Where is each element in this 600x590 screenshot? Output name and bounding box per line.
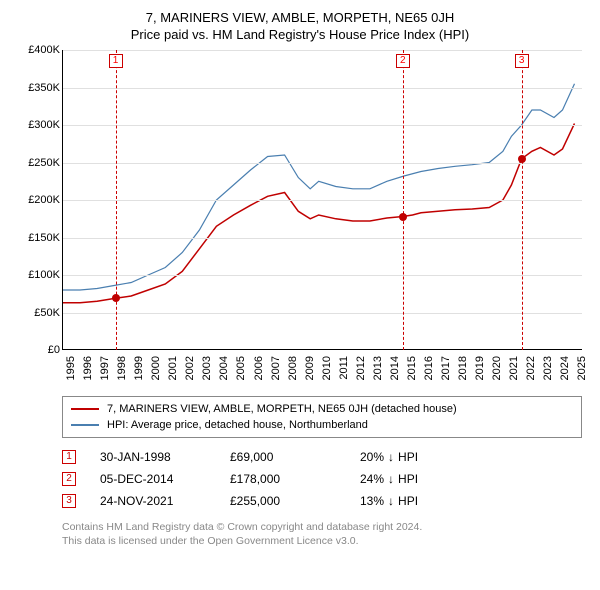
x-tick-label: 2007	[270, 356, 282, 380]
x-tick-label: 2024	[559, 356, 571, 380]
chart-subtitle: Price paid vs. HM Land Registry's House …	[14, 27, 586, 42]
gridline	[63, 238, 582, 239]
x-tick-label: 2025	[576, 356, 588, 380]
legend-item: HPI: Average price, detached house, Nort…	[71, 417, 573, 433]
x-tick-label: 2021	[508, 356, 520, 380]
x-tick-label: 2008	[287, 356, 299, 380]
x-tick-label: 2010	[321, 356, 333, 380]
y-tick-label: £250K	[28, 157, 60, 169]
x-tick-label: 2015	[406, 356, 418, 380]
transaction-row: 2 05-DEC-2014£178,00024% ↓ HPI	[62, 468, 582, 490]
y-tick-label: £150K	[28, 232, 60, 244]
gridline	[63, 50, 582, 51]
x-tick-label: 1998	[116, 356, 128, 380]
x-tick-label: 2004	[218, 356, 230, 380]
gridline	[63, 275, 582, 276]
transaction-delta: 13% ↓ HPI	[360, 490, 418, 512]
transaction-price: £178,000	[230, 468, 360, 490]
transaction-price: £69,000	[230, 446, 360, 468]
gridline	[63, 200, 582, 201]
x-tick-label: 2012	[355, 356, 367, 380]
legend-label: HPI: Average price, detached house, Nort…	[107, 417, 368, 433]
gridline	[63, 125, 582, 126]
y-tick-label: £400K	[28, 44, 60, 56]
x-tick-label: 1995	[65, 356, 77, 380]
chart-area: £0£50K£100K£150K£200K£250K£300K£350K£400…	[14, 50, 586, 390]
x-tick-label: 2014	[389, 356, 401, 380]
y-axis: £0£50K£100K£150K£200K£250K£300K£350K£400…	[14, 50, 62, 350]
x-tick-label: 2009	[304, 356, 316, 380]
x-tick-label: 1997	[99, 356, 111, 380]
series-hpi	[63, 84, 575, 290]
x-tick-label: 2020	[491, 356, 503, 380]
x-tick-label: 2022	[525, 356, 537, 380]
transaction-delta: 20% ↓ HPI	[360, 446, 418, 468]
x-tick-label: 1999	[133, 356, 145, 380]
x-tick-label: 2001	[167, 356, 179, 380]
footer-attribution: Contains HM Land Registry data © Crown c…	[62, 520, 586, 548]
plot-area: 1 2 3	[62, 50, 582, 350]
chart-title: 7, MARINERS VIEW, AMBLE, MORPETH, NE65 0…	[14, 10, 586, 25]
y-tick-label: £100K	[28, 269, 60, 281]
transaction-marker-box: 2	[396, 54, 410, 68]
transaction-marker-dot	[518, 155, 526, 163]
x-tick-label: 2011	[338, 356, 350, 380]
arrow-down-icon: ↓	[388, 490, 394, 512]
transactions-table: 1 30-JAN-1998£69,00020% ↓ HPI 2 05-DEC-2014…	[62, 446, 582, 512]
transaction-row: 3 24-NOV-2021£255,00013% ↓ HPI	[62, 490, 582, 512]
y-tick-label: £350K	[28, 82, 60, 94]
x-tick-label: 2018	[457, 356, 469, 380]
x-axis: 1995 1996 1997 1998 1999 2000 2001 2002 2003 2004…	[62, 352, 582, 392]
transaction-date: 24-NOV-2021	[100, 490, 230, 512]
transaction-date: 05-DEC-2014	[100, 468, 230, 490]
transaction-row: 1 30-JAN-1998£69,00020% ↓ HPI	[62, 446, 582, 468]
transaction-delta: 24% ↓ HPI	[360, 468, 418, 490]
transaction-marker-box: 1	[109, 54, 123, 68]
y-tick-label: £0	[48, 344, 60, 356]
y-tick-label: £50K	[34, 307, 60, 319]
transaction-marker-line	[116, 50, 117, 350]
x-tick-label: 2006	[253, 356, 265, 380]
gridline	[63, 88, 582, 89]
x-tick-label: 1996	[82, 356, 94, 380]
transaction-marker-box: 3	[515, 54, 529, 68]
x-tick-label: 2017	[440, 356, 452, 380]
x-tick-label: 2016	[423, 356, 435, 380]
arrow-down-icon: ↓	[388, 468, 394, 490]
transaction-marker-dot	[112, 294, 120, 302]
y-tick-label: £200K	[28, 194, 60, 206]
transaction-price: £255,000	[230, 490, 360, 512]
y-tick-label: £300K	[28, 119, 60, 131]
legend-item: 7, MARINERS VIEW, AMBLE, MORPETH, NE65 0…	[71, 401, 573, 417]
transaction-number-box: 1	[62, 450, 76, 464]
gridline	[63, 163, 582, 164]
transaction-date: 30-JAN-1998	[100, 446, 230, 468]
footer-line-1: Contains HM Land Registry data © Crown c…	[62, 520, 586, 534]
transaction-marker-line	[403, 50, 404, 350]
transaction-marker-dot	[399, 213, 407, 221]
footer-line-2: This data is licensed under the Open Gov…	[62, 534, 586, 548]
x-tick-label: 2000	[150, 356, 162, 380]
arrow-down-icon: ↓	[388, 446, 394, 468]
transaction-number-box: 2	[62, 472, 76, 486]
x-tick-label: 2005	[235, 356, 247, 380]
x-tick-label: 2003	[201, 356, 213, 380]
legend: 7, MARINERS VIEW, AMBLE, MORPETH, NE65 0…	[62, 396, 582, 438]
legend-swatch	[71, 408, 99, 410]
legend-label: 7, MARINERS VIEW, AMBLE, MORPETH, NE65 0…	[107, 401, 457, 417]
transaction-marker-line	[522, 50, 523, 350]
legend-swatch	[71, 424, 99, 426]
x-tick-label: 2023	[542, 356, 554, 380]
gridline	[63, 313, 582, 314]
transaction-number-box: 3	[62, 494, 76, 508]
x-tick-label: 2013	[372, 356, 384, 380]
x-tick-label: 2002	[184, 356, 196, 380]
x-tick-label: 2019	[474, 356, 486, 380]
